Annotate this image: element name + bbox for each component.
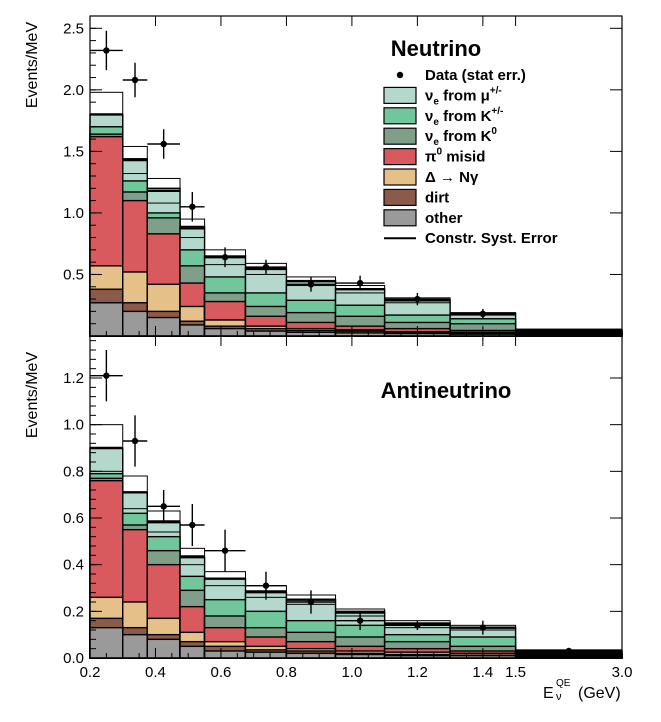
data-point-bin-6 <box>307 598 315 606</box>
legend: Data (stat err.)νe from μ+/-νe from K+/-… <box>383 67 558 247</box>
bar-other-bin-1 <box>122 310 148 337</box>
bar-other-bin-6 <box>285 652 337 659</box>
top-panel: 0.5 1.0 1.5 2.0 2.5 Neutrino Data (stat err.… <box>63 15 623 337</box>
data-point-bin-6 <box>307 281 315 288</box>
legend-label: dirt <box>425 189 449 206</box>
data-point-bin-1 <box>131 437 139 445</box>
bar-other-bin-2 <box>146 316 181 337</box>
legend-label: Δ → Nγ <box>425 169 479 186</box>
x-label-sup: QE <box>556 678 571 689</box>
bar-other-bin-5 <box>244 330 288 337</box>
legend-swatch-other <box>383 209 417 227</box>
legend-label: νe from μ+/- <box>425 85 502 107</box>
data-point-bin-7 <box>356 279 364 287</box>
y-tick-label: 0.8 <box>63 463 84 480</box>
x-tick-label: 1.4 <box>472 664 493 681</box>
data-point-bin-5 <box>262 582 270 589</box>
x-label-unit: (GeV) <box>578 685 621 702</box>
legend-label: νe from K0 <box>425 126 497 148</box>
legend-label: Data (stat err.) <box>425 67 526 84</box>
data-point-bin-2 <box>160 140 167 148</box>
y-tick-label: 0.6 <box>63 510 84 527</box>
data-point-bin-5 <box>262 263 270 271</box>
y-tick-label: 2.5 <box>63 20 84 37</box>
legend-swatch-nue_K0 <box>383 127 417 145</box>
y-tick-label: 1.0 <box>63 417 84 434</box>
bar-other-bin-4 <box>203 650 247 659</box>
panel-title-antineutrino: Antineutrino <box>381 378 512 403</box>
data-point-bin-8 <box>414 622 421 629</box>
y-tick-label: 0.0 <box>63 650 84 667</box>
data-point-bin-4 <box>221 547 229 554</box>
bottom-panel: 0.00.20.40.60.81.01.20.2 0.4 0.6 0.8 1.0 1.2 1… <box>63 335 633 681</box>
x-tick-label: 3.0 <box>612 664 633 681</box>
y-tick-label: 1.0 <box>63 205 84 222</box>
legend-label: other <box>425 210 463 227</box>
legend-swatch-pi0 <box>383 148 417 166</box>
data-point-bin-3 <box>189 521 196 529</box>
y-tick-label: 1.2 <box>63 370 84 387</box>
legend-swatch-delta <box>383 168 417 186</box>
data-point-bin-9 <box>479 624 487 631</box>
y-tick-label: 2.0 <box>63 82 84 99</box>
legend-swatch-dirt <box>383 188 417 206</box>
data-point-bin-7 <box>356 617 364 624</box>
data-point-bin-9 <box>479 310 487 318</box>
bar-other-bin-2 <box>146 638 181 659</box>
y-tick-label: 1.5 <box>63 143 84 160</box>
data-point-bin-1 <box>131 76 139 84</box>
legend-label: π0 misid <box>425 147 485 166</box>
y-tick-label: 0.4 <box>63 557 84 574</box>
x-label-base: E <box>543 685 554 702</box>
y-axis-label-bottom: Events/MeV <box>24 352 41 439</box>
bar-other-bin-1 <box>122 633 148 659</box>
bar-other-bin-5 <box>244 651 288 659</box>
bar-other-bin-3 <box>179 645 206 659</box>
data-point-bin-3 <box>189 203 196 210</box>
data-point-bin-2 <box>160 503 167 510</box>
y-tick-label: 0.5 <box>63 266 84 283</box>
x-tick-label: 0.4 <box>145 664 166 681</box>
x-tick-label: 0.6 <box>211 664 232 681</box>
legend-label: νe from K+/- <box>425 106 503 128</box>
data-point-bin-10 <box>565 647 572 655</box>
x-tick-label: 0.2 <box>80 664 101 681</box>
x-tick-label: 1.2 <box>407 664 428 681</box>
legend-swatch-nue_mu <box>383 86 417 105</box>
panel-title-neutrino: Neutrino <box>391 36 481 61</box>
x-tick-label: 1.0 <box>341 664 362 681</box>
legend-swatch-nue_Kpm <box>383 107 417 125</box>
data-point-bin-4 <box>221 254 229 261</box>
data-point-bin-10 <box>565 329 572 336</box>
legend-label: Constr. Syst. Error <box>425 230 558 247</box>
data-point-bin-0 <box>103 372 110 379</box>
x-label-sub: ν <box>556 691 562 703</box>
panel-frame <box>89 335 623 659</box>
y-tick-label: 0.2 <box>63 603 84 620</box>
y-axis-label-top: Events/MeV <box>24 22 41 109</box>
bar-other-bin-4 <box>203 327 247 337</box>
bar-other-bin-3 <box>179 324 206 337</box>
x-tick-label: 0.8 <box>276 664 297 681</box>
legend-data-marker <box>396 71 404 79</box>
data-point-bin-8 <box>414 295 421 303</box>
data-point-bin-0 <box>103 47 110 54</box>
x-tick-label: 1.5 <box>505 664 526 681</box>
